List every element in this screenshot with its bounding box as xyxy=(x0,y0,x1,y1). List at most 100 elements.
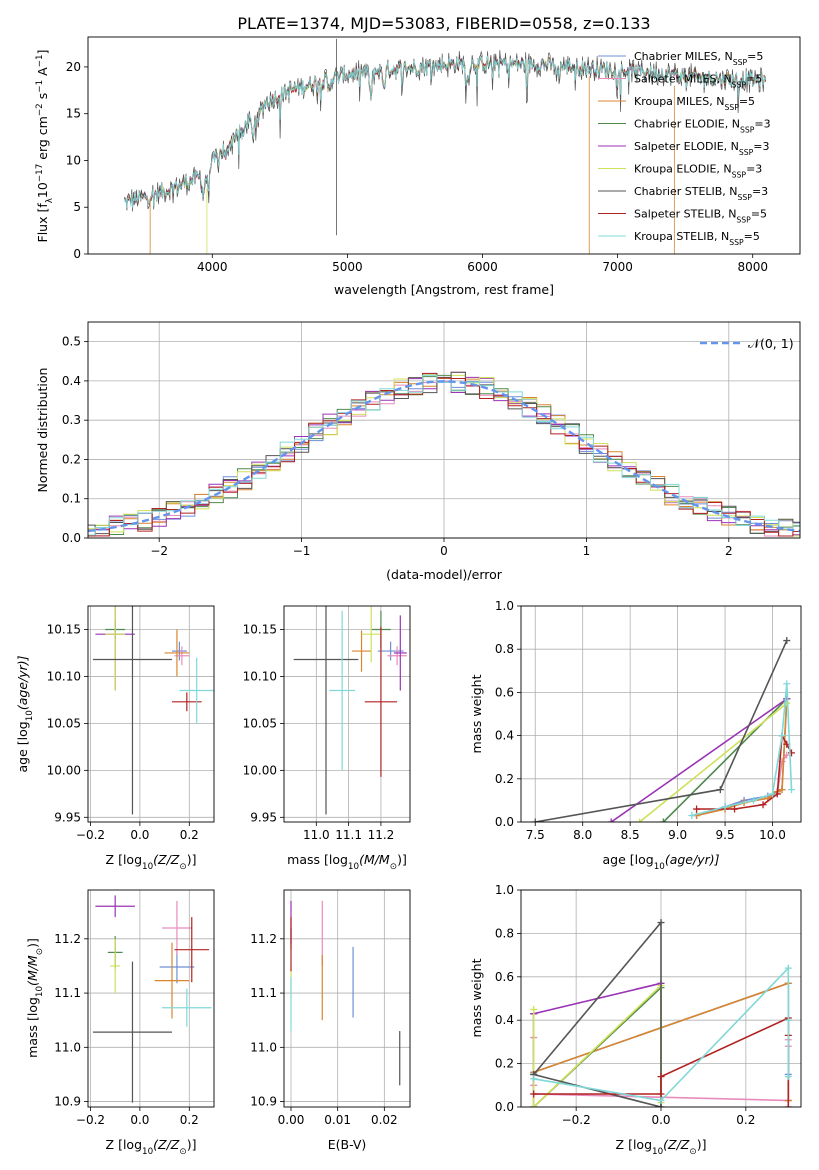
massweight_vs_age-marker xyxy=(721,803,729,811)
age_vs_Z-ylabel: age [log10(age/yr)] xyxy=(15,655,35,772)
spectrum-line xyxy=(124,55,767,208)
massweight_vs_Z-line xyxy=(533,920,662,1107)
massweight_vs_Z-xtick-label: 0.2 xyxy=(736,1113,755,1127)
massweight_vs_age-xlabel: age [log10(age/yr)] xyxy=(602,852,719,872)
spectrum-ytick-label: 15 xyxy=(66,107,81,121)
massweight_vs_Z-marker xyxy=(784,1103,792,1107)
residuals-xtick-label: 2 xyxy=(725,544,733,558)
residuals-ytick-label: 0.2 xyxy=(62,452,81,466)
mass_vs_EBV-xtick-label: 0.01 xyxy=(324,1113,351,1127)
age_vs_mass-ytick-label: 9.95 xyxy=(250,810,277,824)
residuals-ytick-label: 0.5 xyxy=(62,335,81,349)
legend-label: Kroupa ELODIE, NSSP=3 xyxy=(634,163,762,180)
massweight_vs_age-marker xyxy=(693,805,701,813)
massweight_vs_Z-marker xyxy=(530,1103,538,1107)
spectrum-xtick-label: 8000 xyxy=(737,260,768,274)
residuals-xtick-label: −1 xyxy=(293,544,311,558)
massweight_vs_age-ytick-label: 0.8 xyxy=(495,642,514,656)
spectrum-frame xyxy=(87,36,801,255)
age_vs_Z-ytick-label: 10.15 xyxy=(47,622,81,636)
legend-label: Salpeter STELIB, NSSP=5 xyxy=(634,208,767,225)
massweight_vs_age-line xyxy=(610,698,788,822)
residuals-xtick-label: 1 xyxy=(583,544,591,558)
age_vs_mass-frame xyxy=(283,605,411,823)
residuals-ytick-label: 0.4 xyxy=(62,374,81,388)
massweight_vs_age-line xyxy=(639,702,788,822)
massweight_vs_age-marker xyxy=(783,680,791,688)
residuals-ytick-label: 0.1 xyxy=(62,492,81,506)
age_vs_Z-ytick-label: 10.10 xyxy=(47,669,81,683)
age_vs_Z-frame xyxy=(87,605,215,823)
mass_vs_EBV-xlabel: E(B-V) xyxy=(328,1137,367,1152)
age_vs_mass-ytick-label: 10.15 xyxy=(243,622,277,636)
massweight_vs_age-ytick-label: 0.6 xyxy=(495,685,514,699)
legend-label: Kroupa MILES, NSSP=5 xyxy=(634,95,755,112)
spectrum-ylabel: Flux [fλ10−17 erg cm−2 s−1 A−1] xyxy=(35,50,55,243)
age_vs_Z-panel: −0.2 0.0 0.2 9.95 10.00 10.05 10.10 10.15 Z [log… xyxy=(15,605,215,872)
age_vs_mass-ytick-label: 10.05 xyxy=(243,716,277,730)
figure-title: PLATE=1374, MJD=53083, FIBERID=0558, z=0… xyxy=(237,14,650,33)
massweight_vs_age-ytick-label: 0.2 xyxy=(495,772,514,786)
mass_vs_Z-ytick-label: 10.9 xyxy=(54,1095,81,1109)
massweight_vs_Z-ytick-label: 0.8 xyxy=(495,926,514,940)
massweight_vs_age-xtick-label: 9.5 xyxy=(716,828,735,842)
residuals-ytick-label: 0.0 xyxy=(62,531,81,545)
residuals-xlabel: (data-model)/error xyxy=(386,567,503,582)
massweight_vs_age-ytick-label: 1.0 xyxy=(495,599,514,613)
massweight_vs_Z-ytick-label: 1.0 xyxy=(495,883,514,897)
massweight_vs_age-marker xyxy=(759,801,767,809)
age_vs_mass-ytick-label: 10.00 xyxy=(243,763,277,777)
age_vs_Z-xlabel: Z [log10(Z/Z⊙)] xyxy=(106,852,197,872)
massweight_vs_age-marker xyxy=(788,786,796,794)
massweight_vs_Z-ytick-label: 0.6 xyxy=(495,970,514,984)
massweight_vs_Z-marker xyxy=(657,1090,665,1098)
massweight_vs_Z-marker xyxy=(657,1096,665,1104)
massweight_vs_Z-marker xyxy=(657,919,665,927)
age_vs_Z-ytick-label: 9.95 xyxy=(54,810,81,824)
spectrum-ytick-label: 5 xyxy=(73,200,81,214)
massweight_vs_age-marker xyxy=(716,786,724,794)
massweight_vs_age-marker xyxy=(659,818,667,822)
mass_vs_Z-xlabel: Z [log10(Z/Z⊙)] xyxy=(106,1137,197,1157)
spectrum-xtick-label: 5000 xyxy=(332,260,363,274)
massweight_vs_Z-frame xyxy=(520,889,802,1108)
mass_vs_EBV-ytick-label: 10.9 xyxy=(250,1095,277,1109)
spectrum-xlabel: wavelength [Angstrom, rest frame] xyxy=(334,282,554,297)
mass_vs_Z-panel: −0.2 0.0 0.2 10.9 11.0 11.1 11.2 Z [log10(Z/Z⊙)… xyxy=(25,889,215,1157)
mass_vs_Z-ytick-label: 11.0 xyxy=(54,1040,81,1054)
spectrum-plot-area xyxy=(124,38,767,254)
legend-label: Salpeter MILES, NSSP=5 xyxy=(634,73,762,90)
massweight_vs_age-xtick-label: 10.0 xyxy=(759,828,786,842)
mass_vs_EBV-ytick-label: 11.0 xyxy=(250,1040,277,1054)
spectrum-ytick-label: 0 xyxy=(73,247,81,261)
gaussian-curve xyxy=(88,380,800,533)
mass_vs_Z-xtick-label: −0.2 xyxy=(76,1113,105,1127)
massweight_vs_age-xtick-label: 9.0 xyxy=(668,828,687,842)
spectrum-ytick-label: 20 xyxy=(66,60,81,74)
massweight_vs_age-marker xyxy=(783,637,791,645)
mass_vs_Z-plot-area xyxy=(92,895,212,1103)
massweight_vs_age-marker xyxy=(607,818,615,822)
legend-label: Salpeter ELODIE, NSSP=3 xyxy=(634,140,770,157)
mass_vs_EBV-ytick-label: 11.2 xyxy=(250,932,277,946)
massweight_vs_Z-ytick-label: 0.2 xyxy=(495,1057,514,1071)
massweight_vs_Z-marker xyxy=(784,1016,792,1024)
mass_vs_EBV-plot-area xyxy=(290,900,401,1086)
residuals-panel: −2 −1 0 1 2 0.0 0.1 0.2 0.3 0.4 0.5 (data-model)/er… xyxy=(35,321,801,582)
massweight_vs_age-panel: 7.5 8.0 8.5 9.0 9.5 10.0 0.0 0.2 0.4 0.6 0.8 1.0 age… xyxy=(469,599,802,872)
massweight_vs_Z-marker xyxy=(784,1073,792,1081)
residuals-frame xyxy=(87,321,801,539)
massweight_vs_age-plot-area xyxy=(531,637,796,822)
age_vs_Z-xtick-label: 0.2 xyxy=(180,828,199,842)
massweight_vs_age-xtick-label: 8.5 xyxy=(621,828,640,842)
spectrum-xtick-label: 6000 xyxy=(467,260,498,274)
spectrum-xtick-label: 7000 xyxy=(602,260,633,274)
residuals-ytick-label: 0.3 xyxy=(62,413,81,427)
massweight_vs_Z-xlabel: Z [log10(Z/Z⊙)] xyxy=(616,1137,707,1157)
residual-histogram xyxy=(88,374,800,536)
age_vs_mass-xtick-label: 11.1 xyxy=(335,828,362,842)
mass_vs_EBV-ytick-label: 11.1 xyxy=(250,986,277,1000)
age_vs_Z-xtick-label: 0.0 xyxy=(130,828,149,842)
massweight_vs_age-xtick-label: 7.5 xyxy=(526,828,545,842)
